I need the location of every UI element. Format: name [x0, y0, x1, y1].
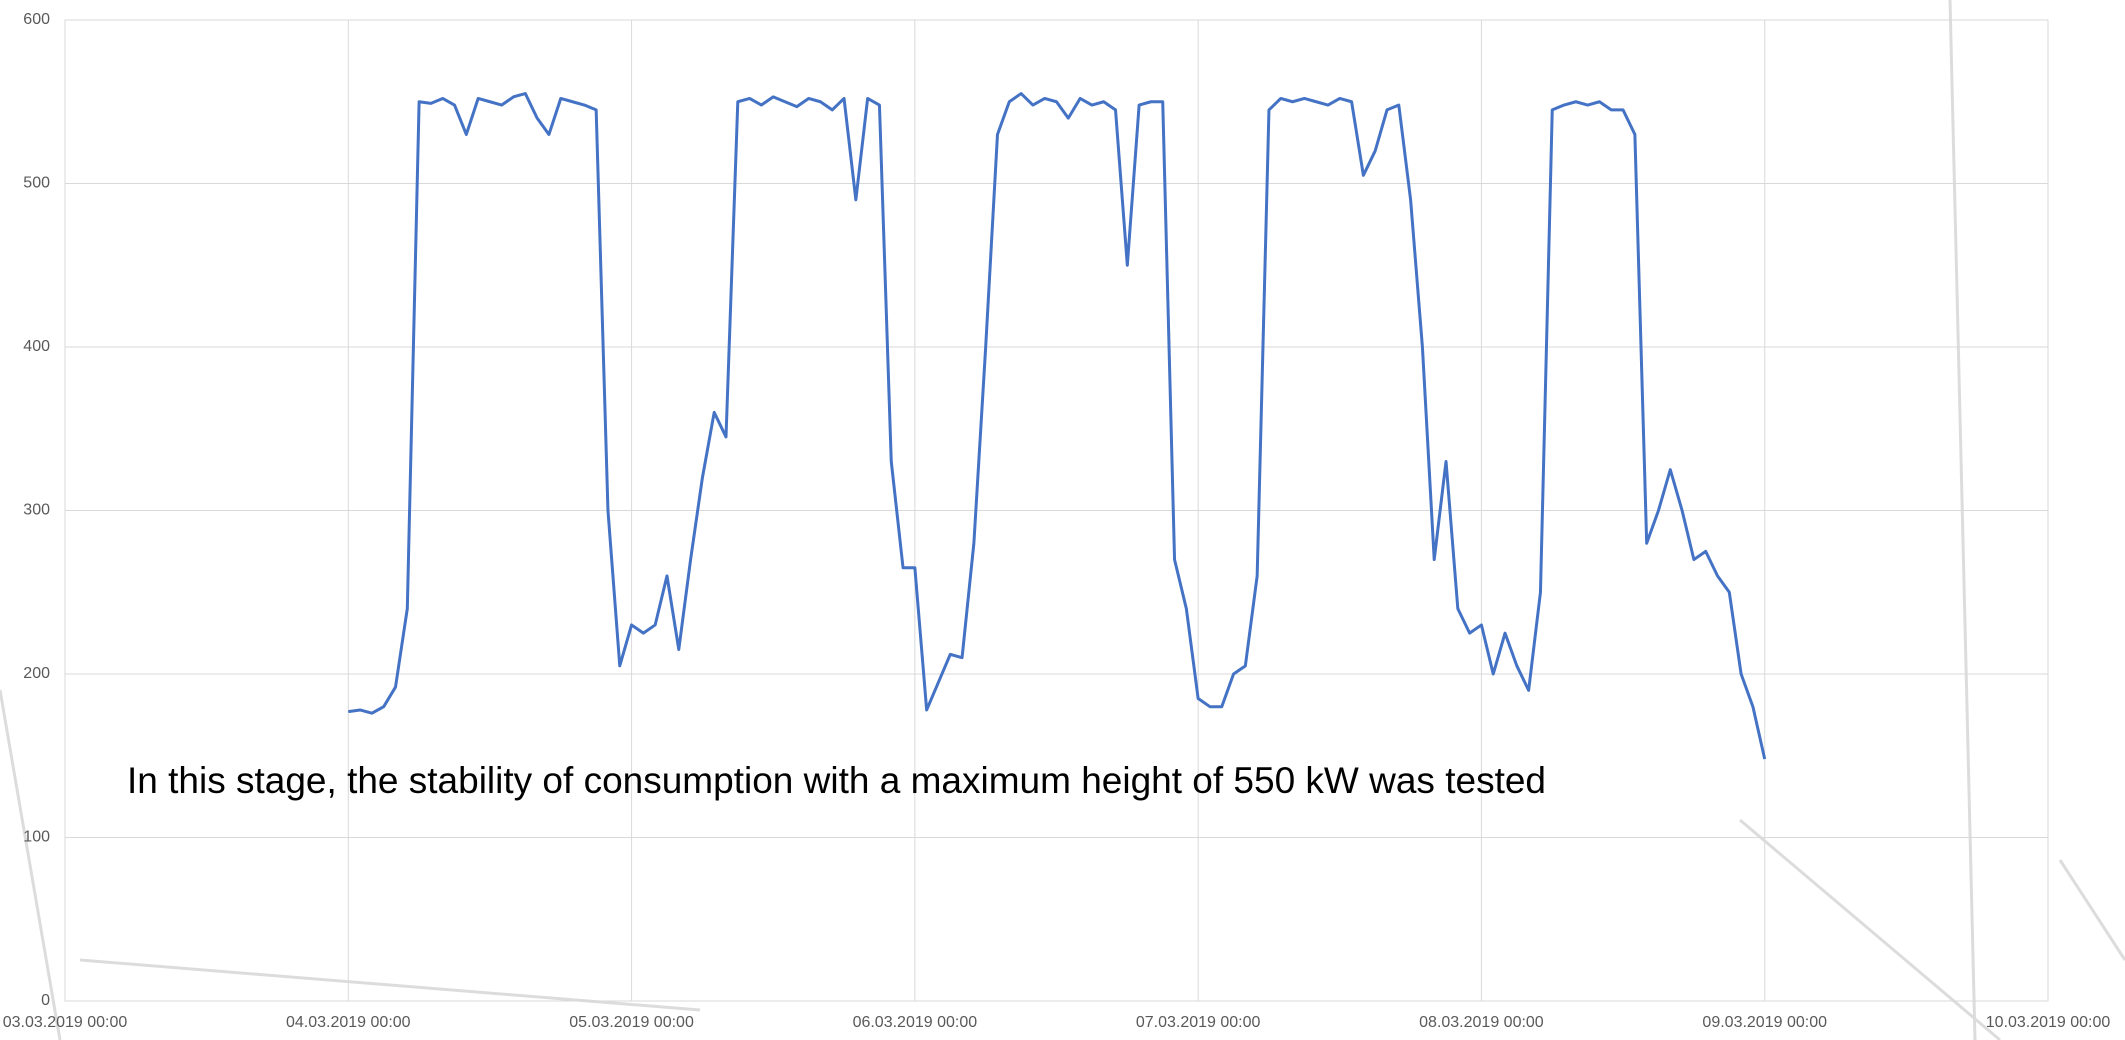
tick-labels: 0 100 200 300 400 500 600 03.03.2019 00:00 04.03… [3, 11, 2111, 1031]
page: {"chart_data": {"type": "line", "annotat… [0, 0, 2125, 1040]
chart: 0 100 200 300 400 500 600 03.03.2019 00:00 04.03… [0, 0, 2125, 1040]
grid [65, 20, 2048, 1001]
y-tick-label: 200 [23, 665, 50, 682]
x-tick-label: 08.03.2019 00:00 [1419, 1014, 1544, 1031]
x-tick-label: 04.03.2019 00:00 [286, 1014, 411, 1031]
y-tick-label: 100 [23, 829, 50, 846]
background-decoration [0, 0, 2125, 1040]
x-tick-label: 05.03.2019 00:00 [569, 1014, 694, 1031]
x-tick-label: 03.03.2019 00:00 [3, 1014, 128, 1031]
x-tick-label: 10.03.2019 00:00 [1986, 1014, 2111, 1031]
annotation: In this stage, the stability of consumpt… [127, 760, 1546, 801]
y-tick-label: 600 [23, 11, 50, 28]
y-tick-label: 500 [23, 175, 50, 192]
x-tick-label: 06.03.2019 00:00 [853, 1014, 978, 1031]
y-tick-label: 0 [41, 992, 50, 1009]
x-tick-label: 09.03.2019 00:00 [1702, 1014, 1827, 1031]
y-tick-label: 400 [23, 338, 50, 355]
x-tick-label: 07.03.2019 00:00 [1136, 1014, 1261, 1031]
y-tick-label: 300 [23, 502, 50, 519]
line [348, 94, 1764, 759]
